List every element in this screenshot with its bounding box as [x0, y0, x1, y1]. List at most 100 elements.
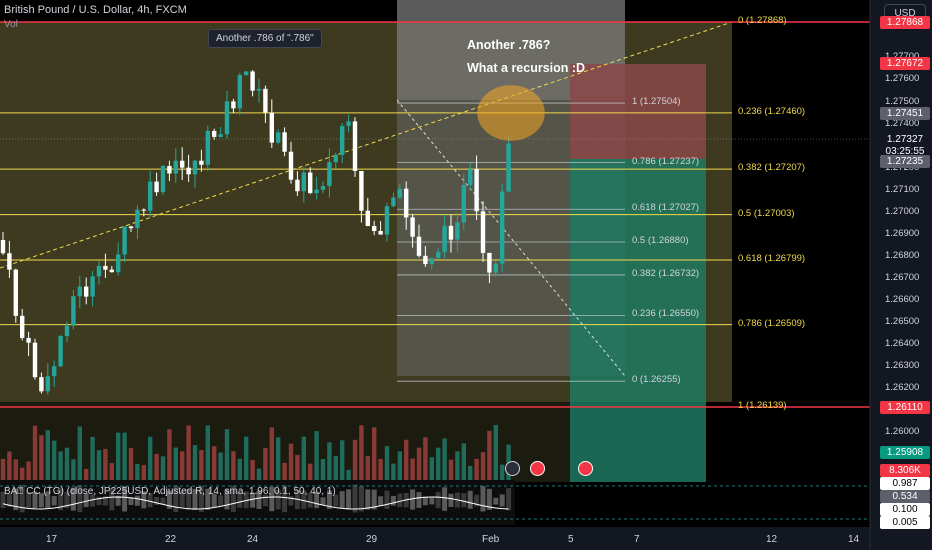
indicator-bar [390, 495, 396, 506]
price-tick: 1.26900 [885, 228, 920, 239]
candle [346, 121, 351, 127]
indicator-bar [301, 490, 307, 509]
candle [256, 88, 262, 91]
candle [135, 209, 140, 229]
candle [327, 162, 332, 187]
indicator-bar [38, 493, 44, 508]
volume-bar [77, 426, 82, 480]
volume-bar [301, 436, 306, 480]
price-tag: 1.27327 [880, 133, 930, 146]
volume-bar [487, 430, 492, 480]
price-tag: 1.26110 [880, 401, 930, 414]
candle [199, 160, 204, 165]
candle [442, 225, 447, 253]
lightning-icon[interactable] [505, 461, 520, 476]
volume-bar [39, 435, 44, 480]
candle [301, 172, 306, 192]
indicator-bar [58, 488, 64, 511]
volume-bar [116, 432, 121, 480]
candle [77, 286, 82, 297]
indicator-bar [134, 495, 140, 506]
candle [359, 170, 364, 211]
candle [250, 71, 255, 91]
volume-bar [416, 447, 422, 480]
time-tick: 5 [568, 534, 574, 545]
volume-bar [423, 437, 428, 480]
indicator-bar [384, 490, 390, 509]
indicator-bar [352, 484, 358, 513]
price-tick: 1.27500 [885, 96, 920, 107]
indicator-bar [262, 494, 268, 507]
candle [39, 377, 44, 392]
small-fib-label: 0.236 (1.26550) [632, 308, 700, 320]
volume-bar [199, 450, 204, 480]
time-tick: 29 [366, 534, 378, 545]
indicator-bar [256, 490, 262, 509]
indicator-bar [147, 493, 153, 508]
indicator-bar [173, 485, 179, 513]
note-line1[interactable]: Another .786? [467, 38, 551, 52]
volume-bar [256, 468, 262, 480]
indicator-bar [371, 489, 377, 510]
candle [167, 165, 172, 174]
volume-bar [250, 459, 255, 480]
price-tag: 0.005 [880, 516, 930, 529]
volume-bar [493, 425, 498, 480]
volume-bar [436, 447, 441, 480]
candle [404, 188, 409, 218]
time-axis[interactable] [0, 527, 870, 550]
price-tag: 1.25908 [880, 446, 930, 459]
indicator-bar [230, 485, 236, 512]
volume-bar [500, 464, 505, 480]
volume-bar [384, 446, 390, 480]
candle [493, 263, 498, 273]
volume-bar [167, 429, 172, 480]
candle [7, 253, 12, 270]
indicator-bar [448, 493, 454, 507]
indicator-bar [461, 493, 467, 508]
price-tag: 0.100 [880, 503, 930, 516]
volume-bar [212, 446, 217, 480]
indicator-bar [26, 492, 32, 508]
volume-bar [103, 448, 108, 480]
fib-level-label: 1 (1.26139) [738, 400, 787, 411]
symbol-title[interactable]: British Pound / U.S. Dollar, 4h, FXCM [4, 4, 187, 16]
candle [103, 265, 108, 270]
indicator-bar [339, 491, 345, 509]
time-tick: 7 [634, 534, 640, 545]
fib-level-label: 0.5 (1.27003) [738, 207, 795, 219]
fib-level-label: 0.236 (1.27460) [738, 105, 806, 117]
indicator-bar [102, 496, 108, 506]
candle [295, 179, 300, 192]
volume-bar [32, 425, 38, 480]
indicator-bar [358, 486, 364, 512]
indicator-bar [64, 491, 70, 509]
price-tick: 1.26400 [885, 338, 920, 349]
price-tick: 1.26300 [885, 360, 920, 371]
indicator-label[interactable]: BA⍰ CC (TG) (close, JP225USD, Adjusted R… [4, 486, 336, 497]
note-line2[interactable]: What a recursion :D [467, 61, 586, 75]
volume-bar [391, 463, 396, 480]
us-flag-icon-2[interactable] [578, 461, 593, 476]
us-flag-icon[interactable] [530, 461, 545, 476]
volume-bar [128, 448, 134, 480]
indicator-bar [51, 496, 57, 506]
trendline[interactable] [0, 21, 733, 269]
candle [410, 217, 415, 237]
volume-label[interactable]: Vol [4, 19, 18, 30]
indicator-bar [397, 493, 403, 508]
candle [192, 160, 198, 175]
time-tick: 12 [766, 534, 778, 545]
time-tick: 22 [165, 534, 177, 545]
indicator-bar [474, 494, 480, 507]
candle [0, 240, 6, 254]
indicator-bar [109, 488, 115, 511]
candle [84, 286, 89, 297]
volume-bar [468, 465, 473, 480]
fib-level-label: 0.618 (1.26799) [738, 253, 806, 265]
highlight-circle[interactable] [477, 85, 545, 141]
candle [109, 269, 114, 273]
fib-level-label: 0 (1.27868) [738, 15, 787, 26]
candle [487, 252, 492, 273]
